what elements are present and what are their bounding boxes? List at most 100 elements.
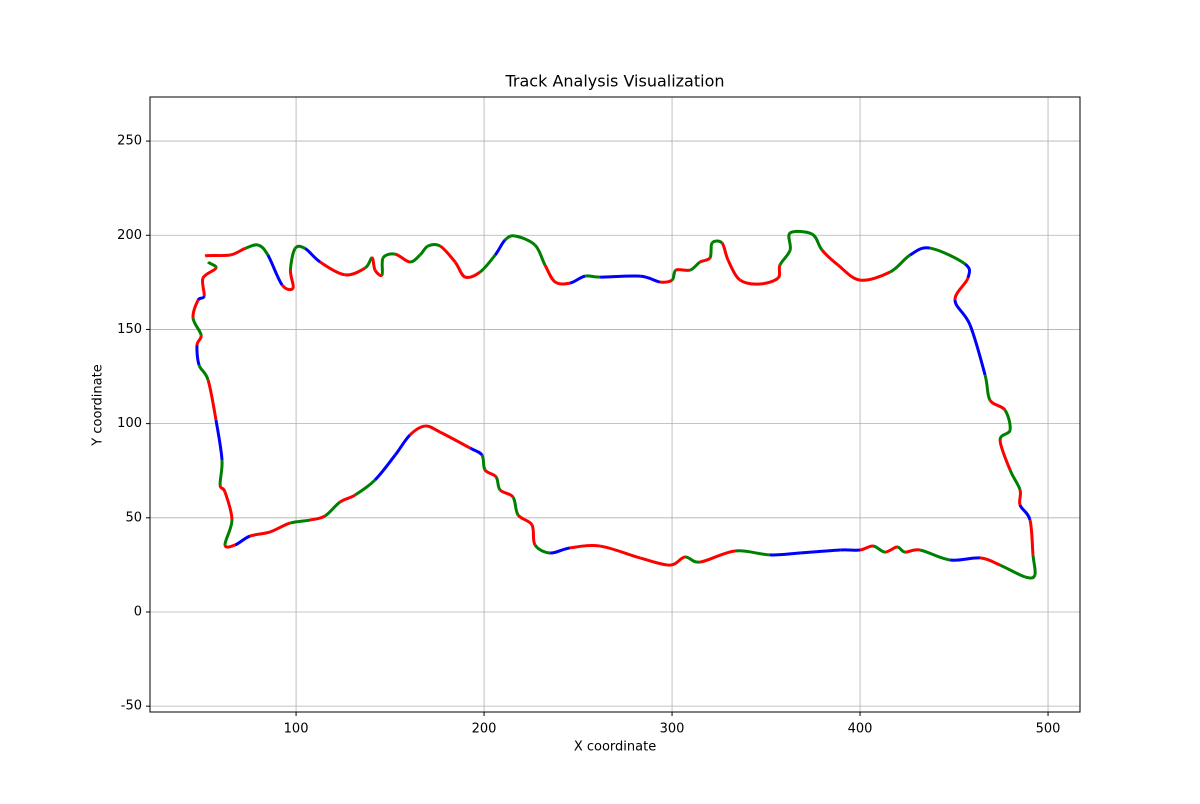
track-segment bbox=[425, 426, 440, 432]
track-segment bbox=[1030, 520, 1033, 555]
track-segment bbox=[220, 485, 225, 492]
track-segment bbox=[532, 525, 535, 545]
track-segment bbox=[985, 375, 990, 400]
track-segment bbox=[199, 365, 208, 380]
track-segment bbox=[910, 248, 930, 255]
track-segment bbox=[555, 282, 570, 284]
track-segment bbox=[202, 278, 204, 296]
track-segment bbox=[203, 268, 216, 278]
track-segment bbox=[897, 547, 905, 552]
track-segment bbox=[250, 532, 270, 536]
track-segment bbox=[513, 497, 518, 515]
track-segment bbox=[640, 276, 660, 282]
y-tick-label: 200 bbox=[117, 228, 142, 243]
track-segment bbox=[410, 426, 425, 435]
track-segment bbox=[570, 545, 600, 547]
track-segment bbox=[800, 550, 840, 553]
track-segment bbox=[440, 246, 455, 262]
y-tick-label: 150 bbox=[117, 322, 142, 337]
track-segment bbox=[700, 258, 710, 262]
track-segment bbox=[1000, 440, 1010, 470]
track-segment bbox=[930, 248, 965, 264]
track-segment bbox=[600, 276, 640, 277]
track-segment bbox=[382, 258, 383, 275]
track-segment bbox=[268, 255, 282, 285]
track-segment bbox=[790, 231, 812, 234]
track-segment bbox=[789, 233, 791, 250]
track-segment bbox=[535, 245, 545, 265]
track-segment bbox=[485, 470, 496, 477]
y-tick-label: 50 bbox=[125, 510, 142, 525]
track-segment bbox=[225, 492, 232, 520]
track-segment bbox=[258, 245, 268, 255]
track-segment bbox=[198, 296, 204, 300]
track-segment bbox=[282, 285, 293, 290]
y-tick-label: 250 bbox=[117, 134, 142, 149]
track-segment bbox=[470, 448, 482, 455]
track-segment bbox=[550, 548, 570, 553]
track-segment bbox=[838, 265, 860, 280]
track-segment bbox=[197, 335, 201, 345]
track-segment bbox=[193, 318, 201, 335]
x-tick-label: 300 bbox=[660, 722, 685, 737]
track-segment bbox=[270, 523, 290, 532]
x-tick-label: 400 bbox=[848, 722, 873, 737]
track-segment bbox=[325, 502, 340, 516]
track-segment bbox=[890, 255, 910, 272]
track-segment bbox=[496, 477, 500, 490]
track-segment bbox=[1000, 430, 1010, 440]
track-segment bbox=[822, 250, 838, 265]
track-segment bbox=[955, 300, 970, 325]
track-segment bbox=[700, 551, 735, 562]
track-segment bbox=[600, 546, 640, 558]
track-segment bbox=[740, 280, 760, 284]
x-tick-label: 100 bbox=[284, 722, 309, 737]
track-segment bbox=[920, 550, 950, 560]
track-segment bbox=[1010, 470, 1020, 490]
x-tick-label: 500 bbox=[1036, 722, 1061, 737]
track-segment bbox=[735, 551, 770, 555]
track-segment bbox=[440, 432, 470, 448]
track-segment bbox=[515, 236, 535, 245]
track-segment bbox=[428, 244, 440, 246]
track-segment bbox=[1000, 565, 1025, 577]
track-segment bbox=[320, 262, 345, 275]
track-segment bbox=[395, 254, 410, 262]
track-segment bbox=[690, 262, 700, 270]
track-segment bbox=[860, 546, 873, 550]
track-segment bbox=[395, 435, 410, 455]
track-segment bbox=[500, 490, 513, 497]
track-segment bbox=[712, 241, 722, 243]
x-tick-label: 200 bbox=[472, 722, 497, 737]
track-segment bbox=[780, 250, 790, 265]
track-segment bbox=[1020, 490, 1021, 505]
track-segment bbox=[970, 325, 985, 375]
x-axis-label: X coordinate bbox=[574, 740, 656, 755]
track-segment bbox=[455, 262, 465, 277]
track-segment bbox=[410, 255, 420, 262]
track-segment bbox=[812, 234, 822, 250]
track-segment bbox=[710, 243, 712, 258]
track-segment bbox=[365, 258, 372, 268]
track-segment bbox=[290, 270, 293, 288]
track-segment bbox=[545, 265, 555, 282]
track-segment bbox=[208, 380, 216, 420]
track-segment bbox=[290, 248, 295, 270]
track-segment bbox=[305, 248, 320, 262]
track-segment bbox=[225, 520, 232, 545]
track-segment bbox=[885, 547, 897, 552]
track-segment bbox=[465, 272, 480, 278]
y-tick-label: 0 bbox=[134, 604, 142, 619]
track-segment bbox=[345, 268, 365, 275]
track-segment bbox=[372, 258, 375, 270]
track-segment bbox=[672, 270, 676, 280]
track-segment bbox=[375, 455, 395, 480]
track-segment bbox=[208, 262, 216, 268]
track-segment bbox=[660, 280, 672, 282]
track-segment bbox=[955, 278, 968, 300]
track-segment bbox=[980, 558, 1000, 565]
track-segment bbox=[722, 243, 728, 260]
track-segment bbox=[495, 240, 505, 255]
track-segment bbox=[770, 553, 800, 555]
